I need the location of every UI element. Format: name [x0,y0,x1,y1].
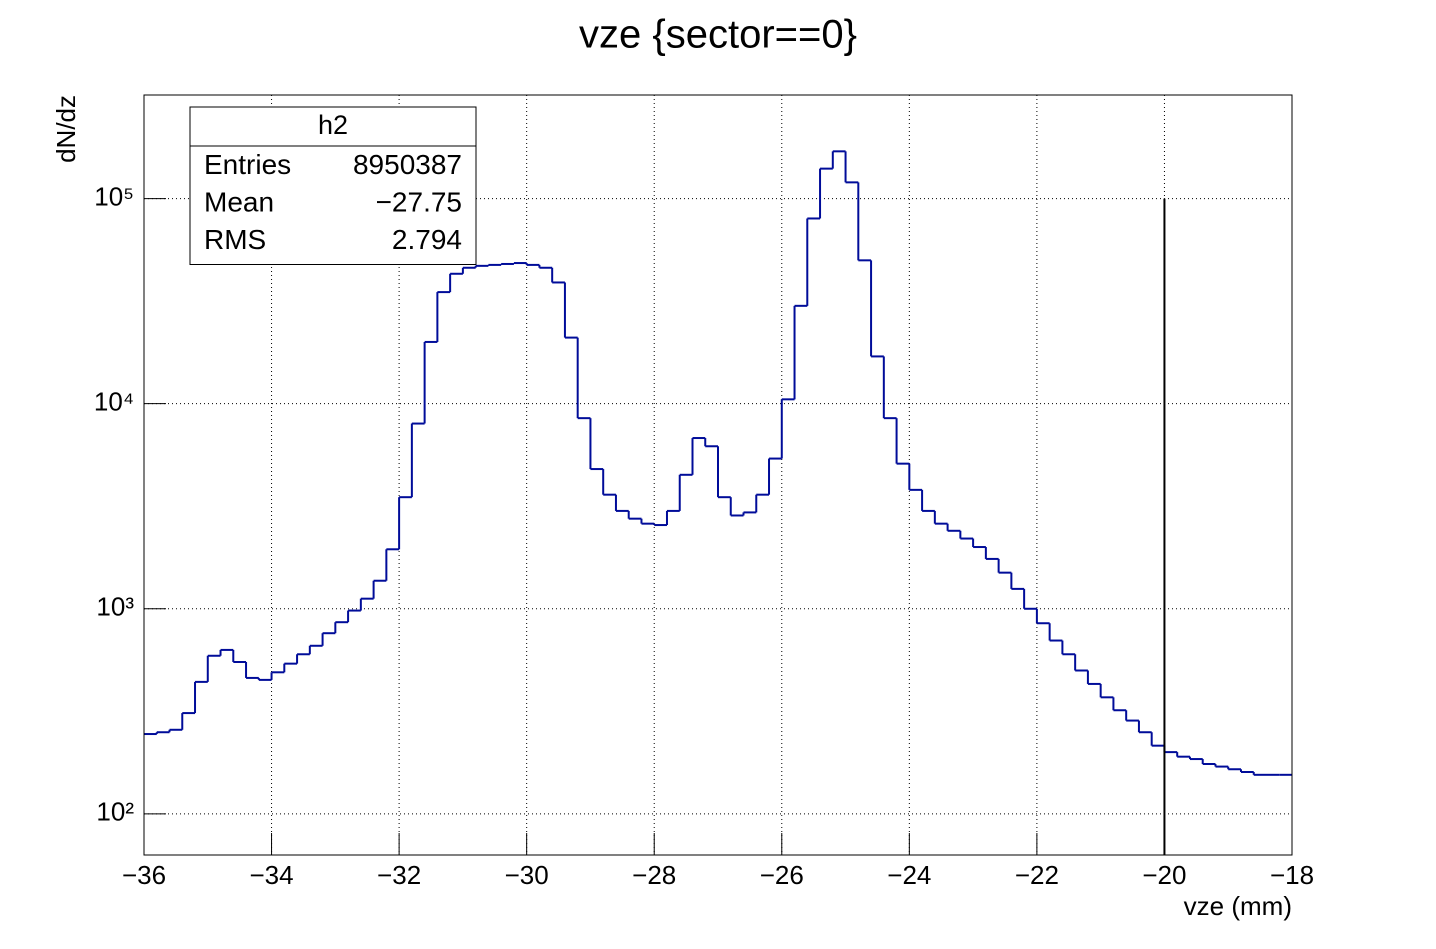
y-tick-label: 10³ [96,592,134,622]
stats-label: Entries [204,149,291,180]
x-tick-label: −18 [1270,860,1314,890]
chart-title: vze {sector==0} [579,13,857,57]
y-tick-label: 10⁴ [94,387,134,417]
x-tick-label: −28 [632,860,676,890]
stats-value: 8950387 [353,149,462,180]
x-tick-label: −22 [1015,860,1059,890]
y-axis-label: dN/dz [51,95,81,163]
x-axis-label: vze (mm) [1184,891,1292,921]
stats-label: RMS [204,224,266,255]
y-tick-label: 10² [96,797,134,827]
stats-value: −27.75 [376,187,462,218]
x-tick-label: −30 [505,860,549,890]
x-tick-label: −32 [377,860,421,890]
x-tick-label: −34 [250,860,294,890]
stats-title: h2 [318,110,348,140]
x-tick-label: −20 [1142,860,1186,890]
x-tick-label: −24 [887,860,931,890]
stats-box [189,106,477,265]
plot-frame [143,94,1293,856]
x-tick-label: −26 [760,860,804,890]
stats-label: Mean [204,187,274,218]
y-tick-label: 10⁵ [94,181,134,211]
x-tick-label: −36 [122,860,166,890]
stats-value: 2.794 [392,224,462,255]
